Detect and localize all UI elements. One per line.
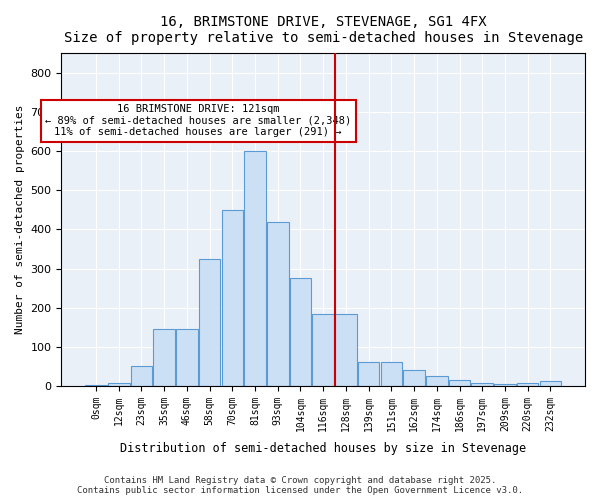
Bar [221, 210, 243, 386]
Bar [472, 383, 493, 386]
Bar [108, 383, 130, 386]
Bar [267, 222, 289, 386]
Text: 16 BRIMSTONE DRIVE: 121sqm
← 89% of semi-detached houses are smaller (2,348)
11%: 16 BRIMSTONE DRIVE: 121sqm ← 89% of semi… [45, 104, 352, 138]
Text: Contains HM Land Registry data © Crown copyright and database right 2025.
Contai: Contains HM Land Registry data © Crown c… [77, 476, 523, 495]
Bar [290, 278, 311, 386]
Bar [335, 314, 357, 386]
Bar [449, 380, 470, 386]
Bar [494, 384, 516, 386]
Bar [358, 362, 379, 386]
Bar [154, 329, 175, 386]
Y-axis label: Number of semi-detached properties: Number of semi-detached properties [15, 105, 25, 334]
Bar [539, 381, 561, 386]
Bar [85, 385, 107, 386]
Bar [176, 329, 197, 386]
X-axis label: Distribution of semi-detached houses by size in Stevenage: Distribution of semi-detached houses by … [120, 442, 526, 455]
Title: 16, BRIMSTONE DRIVE, STEVENAGE, SG1 4FX
Size of property relative to semi-detach: 16, BRIMSTONE DRIVE, STEVENAGE, SG1 4FX … [64, 15, 583, 45]
Bar [244, 151, 266, 386]
Bar [426, 376, 448, 386]
Bar [131, 366, 152, 386]
Bar [517, 383, 538, 386]
Bar [199, 258, 220, 386]
Bar [403, 370, 425, 386]
Bar [380, 362, 402, 386]
Bar [313, 314, 334, 386]
